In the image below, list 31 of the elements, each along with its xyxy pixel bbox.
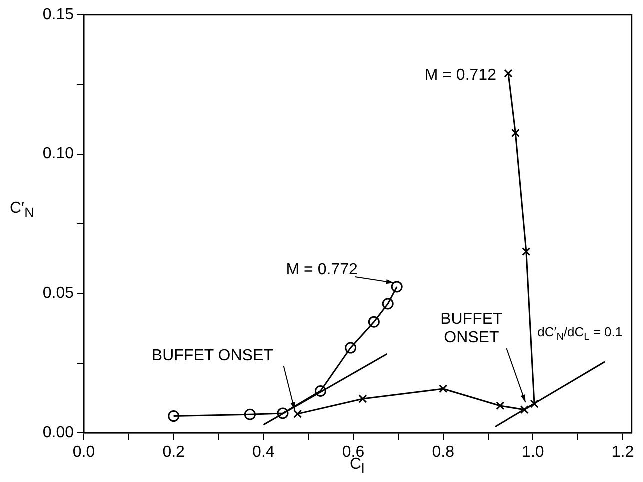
y-tick-label: 0.00 [42, 424, 74, 442]
y-tick-label: 0.15 [42, 6, 74, 24]
point [504, 69, 513, 78]
point [244, 408, 256, 420]
point [522, 248, 531, 256]
x-tick-label: 0.4 [252, 444, 275, 462]
x-tick-label: 1.0 [522, 444, 544, 462]
annotation: BUFFET ONSET [152, 347, 274, 364]
point [439, 384, 448, 394]
point [382, 298, 394, 310]
point [368, 316, 380, 328]
point [520, 406, 529, 414]
point [530, 400, 539, 408]
x-tick-label: 0.8 [432, 444, 455, 462]
y-tick-label: 0.05 [42, 285, 74, 302]
point [277, 408, 289, 420]
y-tick-label: 0.10 [42, 146, 74, 163]
x-tick-label: 0.0 [72, 444, 96, 462]
point [511, 128, 520, 138]
annotation: M = 0.772 [286, 261, 358, 278]
point [496, 402, 505, 410]
x-tick-label: 1.2 [612, 444, 634, 462]
point [391, 281, 403, 293]
point [358, 394, 368, 404]
annotation: M = 0.712 [424, 66, 497, 84]
annotation: BUFFET ONSET [440, 310, 504, 346]
y-axis-title: C′$_{N}$ [10, 200, 34, 220]
x-tick-label: 0.2 [162, 444, 186, 462]
point [345, 342, 357, 354]
point [314, 385, 326, 397]
point [168, 410, 180, 422]
